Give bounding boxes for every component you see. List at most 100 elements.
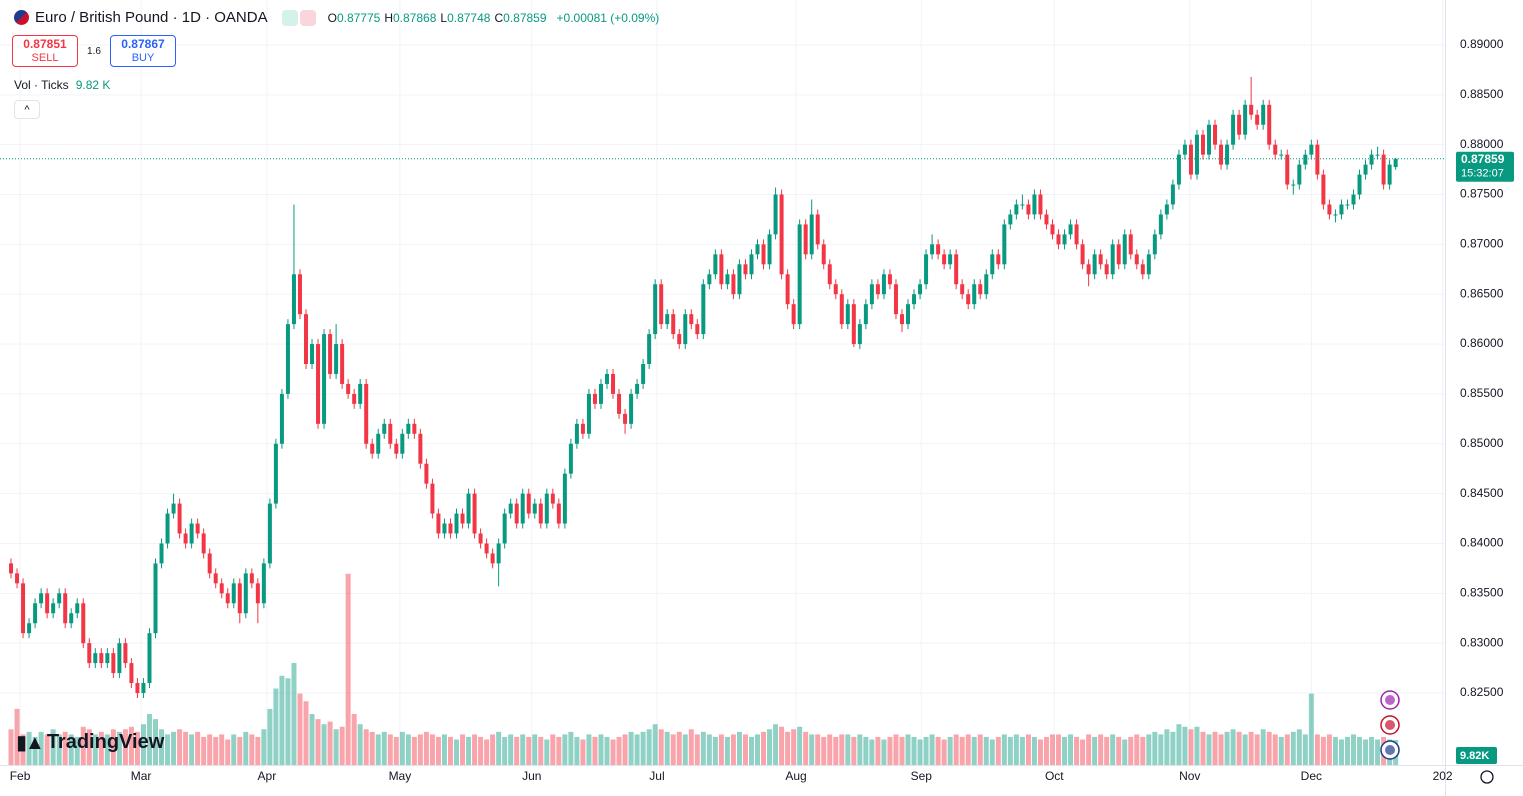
volume-bar xyxy=(363,729,369,765)
data-icon[interactable] xyxy=(299,9,316,26)
volume-bar xyxy=(1164,729,1170,765)
candle-body xyxy=(996,254,1001,265)
candle-body xyxy=(863,304,868,325)
candle-body xyxy=(111,653,116,674)
market-open-icon[interactable] xyxy=(281,9,298,26)
volume-bar xyxy=(333,729,339,765)
volume-bar xyxy=(417,734,423,765)
volume-bar xyxy=(1284,734,1290,765)
settings-button[interactable] xyxy=(1480,770,1494,784)
volume-bar xyxy=(357,724,363,765)
candle-body xyxy=(803,224,808,255)
volume-bar xyxy=(490,734,496,765)
candle-body xyxy=(683,314,688,345)
volume-bar xyxy=(676,731,682,765)
candle-body xyxy=(207,553,212,574)
collapse-button[interactable]: ^ xyxy=(14,100,40,119)
candle-body xyxy=(297,274,302,315)
y-tick-label: 0.85500 xyxy=(1460,386,1504,400)
volume-bar xyxy=(1314,734,1320,765)
candle-body xyxy=(1188,144,1193,175)
volume-bar xyxy=(586,734,592,765)
candle-body xyxy=(213,573,218,584)
candle-body xyxy=(285,324,290,394)
buy-button[interactable]: 0.87867 BUY xyxy=(110,35,176,67)
candle-body xyxy=(887,274,892,285)
candle-body xyxy=(665,314,670,325)
y-tick-label: 0.83500 xyxy=(1460,585,1504,599)
volume-bar xyxy=(1363,739,1369,765)
volume-bar xyxy=(917,739,923,765)
candle-body xyxy=(653,284,658,335)
volume-bar xyxy=(1290,731,1296,765)
volume-bar xyxy=(568,731,574,765)
candle-body xyxy=(833,284,838,295)
volume-bar xyxy=(550,734,556,765)
candle-body xyxy=(568,443,573,474)
candle-body xyxy=(1182,144,1187,155)
candle-body xyxy=(1140,264,1145,275)
candle-body xyxy=(430,483,435,514)
candle-body xyxy=(69,613,74,624)
volume-bar xyxy=(869,739,875,765)
volume-bar xyxy=(929,734,935,765)
candle-body xyxy=(719,254,724,285)
candle-body xyxy=(797,224,802,325)
candle-body xyxy=(1128,234,1133,255)
candle-body xyxy=(1267,104,1272,145)
volume-bar xyxy=(303,701,309,765)
candle-body xyxy=(334,344,339,374)
candle-body xyxy=(165,513,170,544)
candle-body xyxy=(809,214,814,255)
volume-bar xyxy=(1122,739,1128,765)
volume-bar xyxy=(237,736,243,765)
volume-bar xyxy=(598,734,604,765)
volume-bar xyxy=(1170,731,1176,765)
candle-body xyxy=(141,683,146,694)
volume-legend: Vol · Ticks 9.82 K xyxy=(14,78,110,92)
candle-body xyxy=(671,314,676,335)
candle-body xyxy=(75,603,80,614)
candle-body xyxy=(267,503,272,564)
candle-body xyxy=(400,433,405,454)
y-tick-label: 0.82500 xyxy=(1460,685,1504,699)
volume-bar xyxy=(92,734,98,765)
volume-bar xyxy=(165,734,171,765)
volume-bar xyxy=(297,693,303,765)
candle-body xyxy=(376,433,381,454)
volume-bar xyxy=(664,731,670,765)
volume-bar xyxy=(736,731,742,765)
candle-body xyxy=(370,443,375,454)
candle-body xyxy=(249,573,254,584)
volume-bar xyxy=(875,736,881,765)
candle-body xyxy=(725,274,730,285)
volume-bar xyxy=(249,734,255,765)
candle-body xyxy=(544,493,549,524)
volume-bar xyxy=(14,708,20,765)
volume-legend-value: 9.82 K xyxy=(75,78,111,92)
candle-body xyxy=(1225,144,1230,165)
volume-bar xyxy=(159,729,165,765)
ohlc-value: 0.87859 xyxy=(503,10,547,25)
candle-body xyxy=(707,274,712,285)
volume-bar xyxy=(1019,736,1025,765)
symbol-title[interactable]: Euro / British Pound · 1D · OANDA xyxy=(35,9,268,26)
volume-bar xyxy=(327,721,333,765)
x-tick-label: Jul xyxy=(649,769,664,783)
volume-bar xyxy=(460,734,466,765)
candle-body xyxy=(472,493,477,534)
y-tick-label: 0.83000 xyxy=(1460,635,1504,649)
candle-body xyxy=(893,284,898,315)
x-tick-label: Oct xyxy=(1045,769,1064,783)
candle-body xyxy=(63,593,68,624)
volume-bar xyxy=(447,736,453,765)
volume-bar xyxy=(827,734,833,765)
volume-bar xyxy=(947,736,953,765)
volume-bar xyxy=(1278,736,1284,765)
volume-bar xyxy=(977,734,983,765)
candle-body xyxy=(562,473,567,524)
ohlc-value: 0.87775 xyxy=(336,10,381,25)
candle-body xyxy=(869,284,874,305)
sell-button[interactable]: 0.87851 SELL xyxy=(12,35,78,67)
